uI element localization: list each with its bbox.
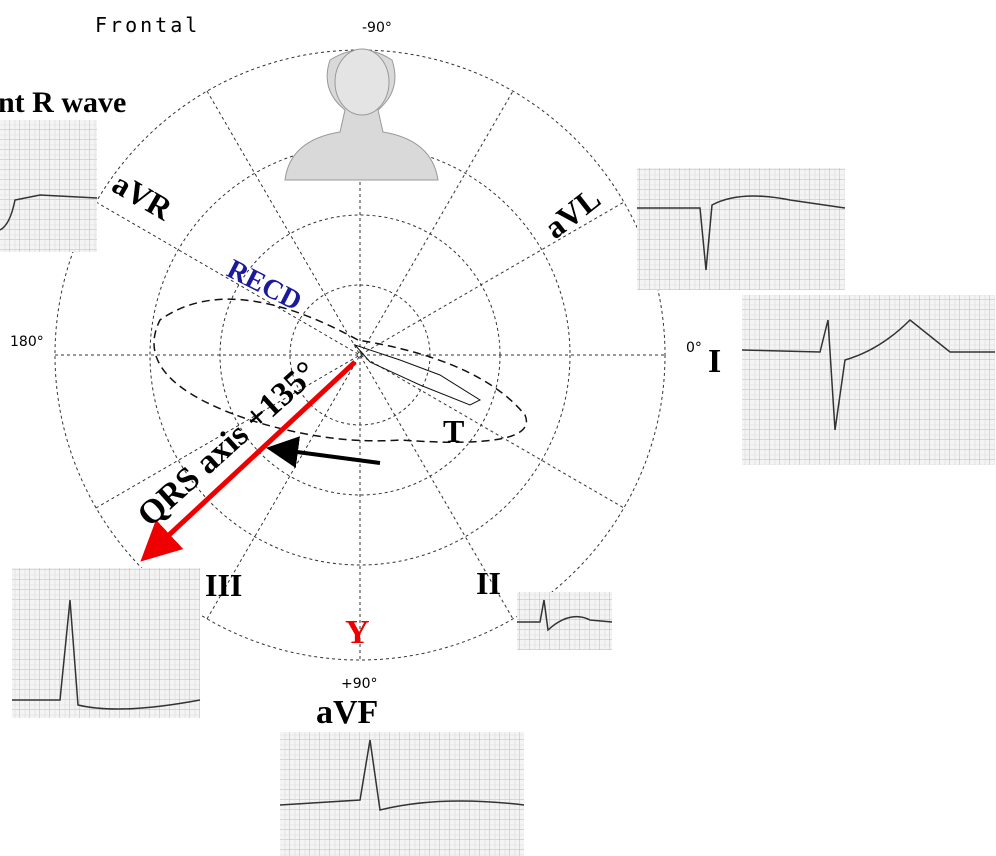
lead-label: aVR	[107, 165, 180, 228]
angle-label: 180°	[10, 334, 44, 350]
ecg-strips	[0, 120, 995, 856]
angle-label: 0°	[686, 340, 702, 356]
head-image	[285, 49, 438, 180]
lead-label: II	[476, 565, 501, 601]
lead-label: I	[708, 343, 721, 380]
axis-label: QRS axis +135°	[131, 354, 325, 534]
angle-label: -90°	[362, 20, 392, 36]
title: Frontal	[95, 13, 200, 37]
label: T	[443, 413, 464, 449]
lead-label: aVL	[537, 180, 607, 246]
label: Y	[345, 614, 370, 651]
angle-label: +90°	[341, 676, 378, 692]
label: nt R wave	[0, 86, 126, 119]
label: RECD	[222, 254, 307, 318]
pointer-arrow	[282, 450, 380, 463]
diagram: Frontal -90° nt R wave aVR aVL RECD 180°…	[0, 0, 996, 856]
lead-label: III	[205, 567, 242, 603]
lead-label: aVF	[316, 694, 378, 731]
